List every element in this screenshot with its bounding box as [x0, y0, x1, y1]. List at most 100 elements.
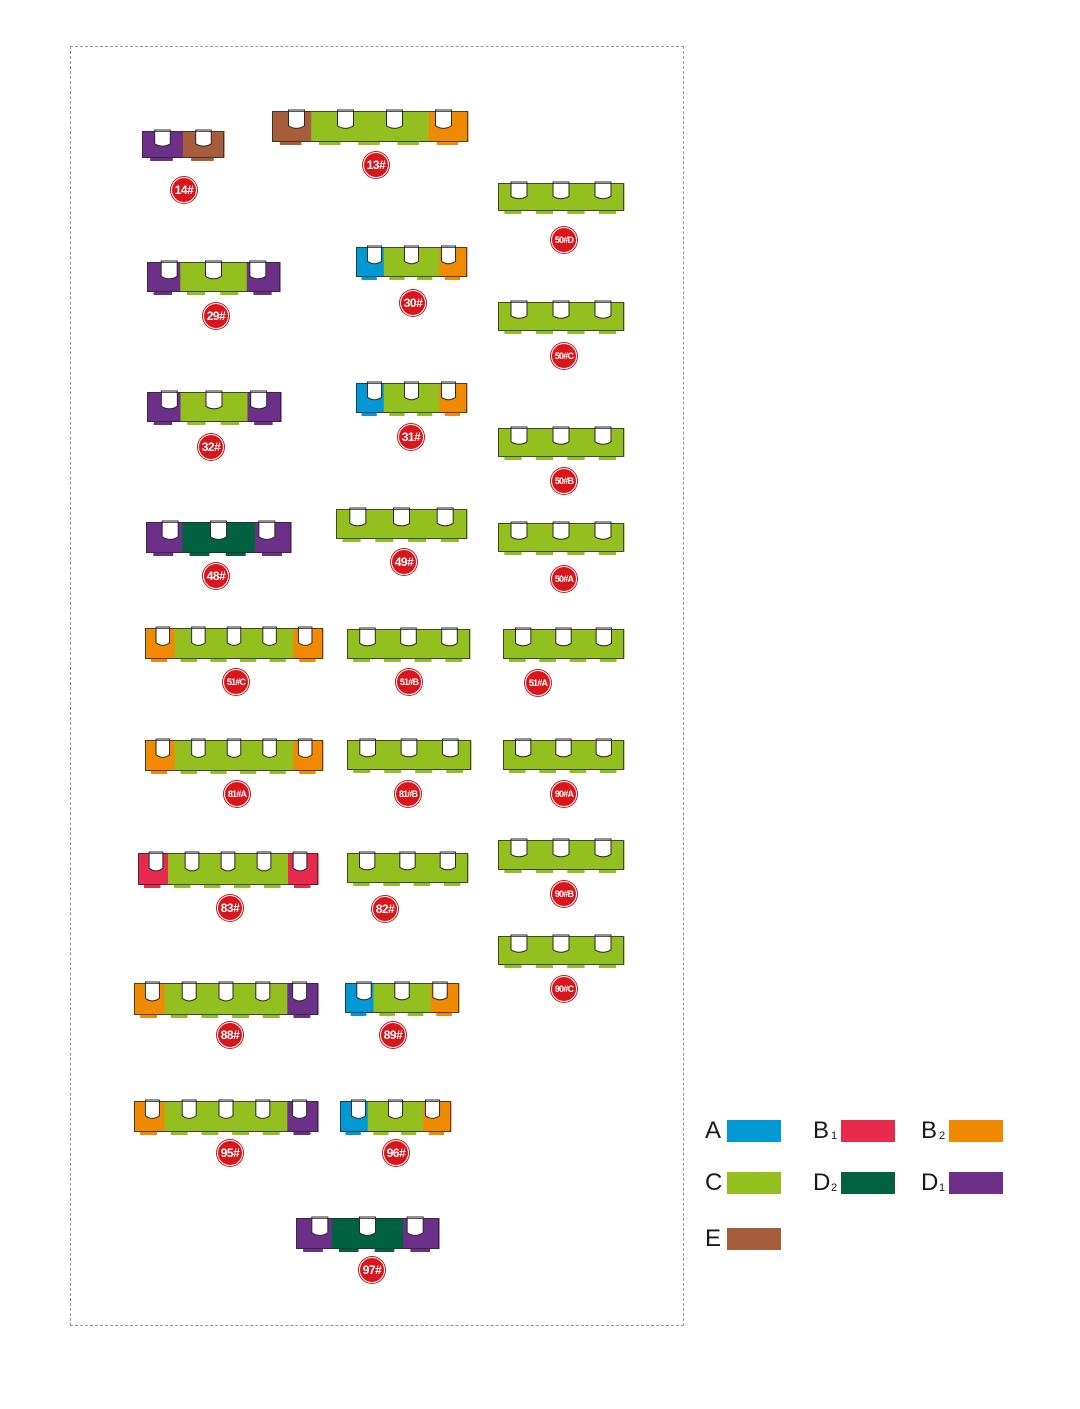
building-b51B	[347, 627, 471, 662]
unit-balcony	[262, 1014, 280, 1018]
light-well-notch	[160, 390, 178, 410]
light-well-notch	[394, 981, 410, 1001]
light-well-notch	[144, 981, 160, 1002]
building-b50B	[498, 426, 625, 460]
light-well-notch	[440, 381, 457, 401]
unit-balcony	[408, 538, 427, 542]
light-well-notch	[400, 627, 417, 647]
unit-balcony	[535, 456, 554, 460]
unit-balcony	[446, 769, 464, 773]
light-well-notch	[510, 300, 528, 319]
legend-key: B	[921, 1117, 938, 1144]
building-number-badge: 14#	[171, 177, 197, 203]
legend-item-e: E	[705, 1227, 781, 1251]
legend-key: B	[813, 1117, 830, 1144]
unit-balcony	[445, 658, 463, 662]
light-well-notch	[510, 838, 528, 858]
light-well-notch	[439, 851, 456, 871]
unit-balcony	[153, 552, 174, 556]
building-outline	[134, 1101, 318, 1132]
unit-balcony	[436, 1012, 452, 1016]
light-well-notch	[160, 260, 178, 280]
unit-balcony	[379, 1012, 395, 1016]
unit-balcony	[535, 869, 554, 873]
unit-balcony	[262, 1131, 280, 1135]
legend-item-a: A	[705, 1119, 781, 1143]
legend-subscript: 1	[939, 1182, 946, 1194]
building-b90B	[498, 838, 625, 873]
building-outline	[272, 111, 468, 142]
building-number-badge: 95#	[217, 1140, 243, 1166]
light-well-notch	[288, 109, 305, 129]
building-number-badge: 50#A	[551, 566, 577, 592]
building-number-badge: 51#C	[223, 669, 249, 695]
unit-balcony	[186, 291, 206, 295]
light-well-notch	[595, 627, 612, 647]
unit-balcony	[389, 412, 405, 416]
building-b82	[347, 851, 469, 886]
light-well-notch	[255, 1099, 271, 1119]
light-well-notch	[510, 426, 528, 445]
light-well-notch	[440, 245, 457, 265]
unit-balcony	[170, 1014, 188, 1018]
light-well-notch	[400, 738, 418, 758]
unit-balcony	[153, 421, 173, 425]
unit-balcony	[443, 882, 461, 886]
unit-balcony	[201, 1131, 219, 1135]
building-number-badge: 50#B	[551, 468, 577, 494]
unit-balcony	[410, 1248, 431, 1252]
building-outline	[138, 853, 318, 885]
unit-balcony	[234, 884, 251, 888]
building-outline	[498, 840, 624, 870]
building-number-badge: 51#A	[525, 670, 551, 696]
light-well-notch	[510, 521, 528, 540]
building-outline	[503, 740, 624, 770]
light-well-notch	[249, 260, 267, 280]
legend-key: D	[813, 1169, 831, 1196]
light-well-notch	[292, 981, 308, 1002]
light-well-notch	[552, 181, 570, 200]
building-outline	[498, 523, 624, 552]
building-outline	[347, 740, 471, 770]
building-outline	[347, 853, 468, 883]
unit-balcony	[269, 770, 286, 774]
unit-balcony	[319, 141, 341, 145]
legend-swatch-c	[727, 1172, 781, 1194]
light-well-notch	[292, 1099, 308, 1119]
unit-balcony	[220, 291, 239, 295]
building-outline	[345, 983, 459, 1013]
unit-balcony	[140, 1131, 157, 1135]
unit-balcony	[150, 658, 168, 662]
building-b13	[272, 109, 469, 145]
light-well-notch	[297, 738, 313, 758]
unit-balcony	[389, 276, 405, 280]
unit-balcony	[569, 769, 587, 773]
building-b95	[134, 1099, 319, 1135]
light-well-notch	[181, 981, 197, 1002]
unit-balcony	[598, 551, 617, 555]
legend-subscript: 1	[831, 1130, 838, 1142]
light-well-notch	[191, 738, 206, 758]
building-number-badge: 51#B	[396, 669, 422, 695]
light-well-notch	[226, 738, 242, 758]
light-well-notch	[262, 738, 277, 758]
legend-key: C	[705, 1169, 723, 1196]
unit-balcony	[345, 1131, 361, 1135]
unit-balcony	[180, 658, 197, 662]
unit-balcony	[361, 412, 377, 416]
unit-balcony	[342, 538, 361, 542]
unit-balcony	[444, 412, 461, 416]
unit-balcony	[414, 658, 432, 662]
building-b96	[340, 1099, 452, 1135]
unit-balcony	[504, 869, 522, 873]
legend-item-c: C	[705, 1171, 781, 1195]
building-outline	[296, 1218, 439, 1249]
unit-balcony	[428, 1131, 445, 1135]
unit-balcony	[254, 421, 273, 425]
light-well-notch	[350, 1099, 367, 1119]
unit-balcony	[153, 291, 172, 295]
light-well-notch	[181, 1099, 197, 1119]
building-b83	[138, 851, 319, 888]
unit-balcony	[383, 882, 400, 886]
